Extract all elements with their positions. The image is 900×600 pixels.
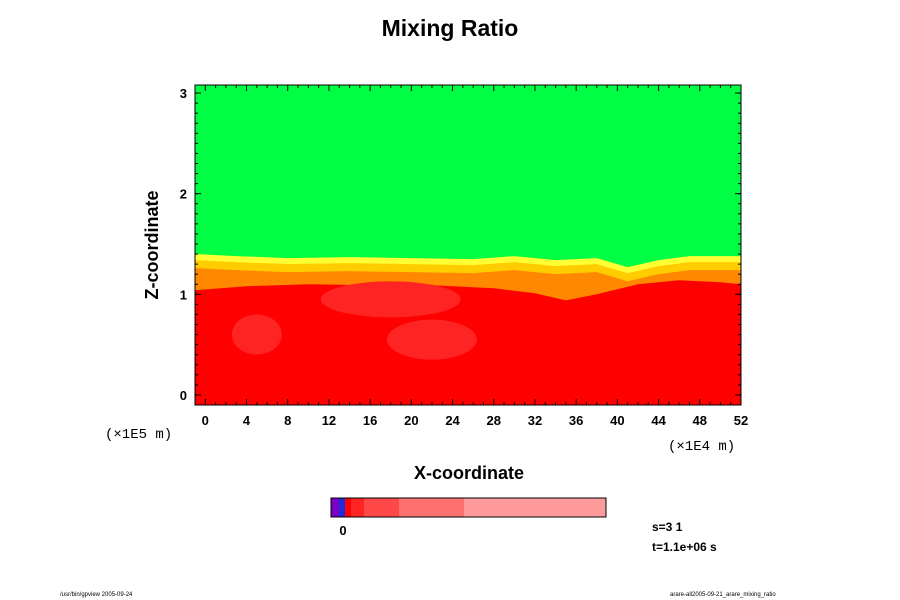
plot-area [195, 85, 741, 405]
x-tick-label: 24 [445, 413, 460, 428]
x-tick-label: 52 [734, 413, 748, 428]
x-tick-label: 12 [322, 413, 336, 428]
y-tick-label: 2 [180, 187, 187, 202]
colorbar [330, 497, 607, 518]
chart-title: Mixing Ratio [381, 15, 519, 41]
y-tick-label: 1 [180, 287, 187, 302]
colorbar-swatch [339, 498, 345, 517]
colorbar-swatch [345, 498, 351, 517]
x-tick-label: 44 [651, 413, 666, 428]
footer-right: arare-all2005-09-21_arare_mixing_ratio [670, 592, 776, 598]
x-tick-label: 20 [404, 413, 418, 428]
x-tick-label: 48 [693, 413, 707, 428]
colorbar-swatch [399, 498, 464, 517]
colorbar-swatch [351, 498, 364, 517]
light-red-patch [231, 314, 282, 355]
time-label: t=1.1e+06 s [652, 540, 717, 554]
x-tick-label: 28 [487, 413, 501, 428]
x-tick-label: 0 [202, 413, 209, 428]
colorbar-label: 0 [339, 523, 346, 538]
x-tick-label: 40 [610, 413, 624, 428]
colorbar-frame [330, 497, 607, 518]
x-axis-title: X-coordinate [414, 463, 524, 483]
y-tick-label: 0 [180, 388, 187, 403]
x-unit-label: (×1E4 m) [668, 439, 735, 455]
footer-left: /usr/bin/gpview 2005-09-24 [60, 592, 133, 598]
x-tick-label: 16 [363, 413, 377, 428]
x-tick-label: 4 [243, 413, 251, 428]
y-unit-label: (×1E5 m) [105, 427, 172, 443]
colorbar-swatch [464, 498, 606, 517]
colorbar-swatch [364, 498, 399, 517]
light-red-patch [386, 319, 477, 360]
step-label: s=3 1 [652, 520, 683, 534]
x-tick-label: 8 [284, 413, 291, 428]
y-axis-title: Z-coordinate [142, 190, 162, 299]
x-tick-label: 32 [528, 413, 542, 428]
x-tick-label: 36 [569, 413, 583, 428]
plot-frame [194, 84, 742, 406]
y-tick-label: 3 [180, 86, 187, 101]
light-red-patch [320, 281, 461, 318]
colorbar-swatch [331, 498, 339, 517]
